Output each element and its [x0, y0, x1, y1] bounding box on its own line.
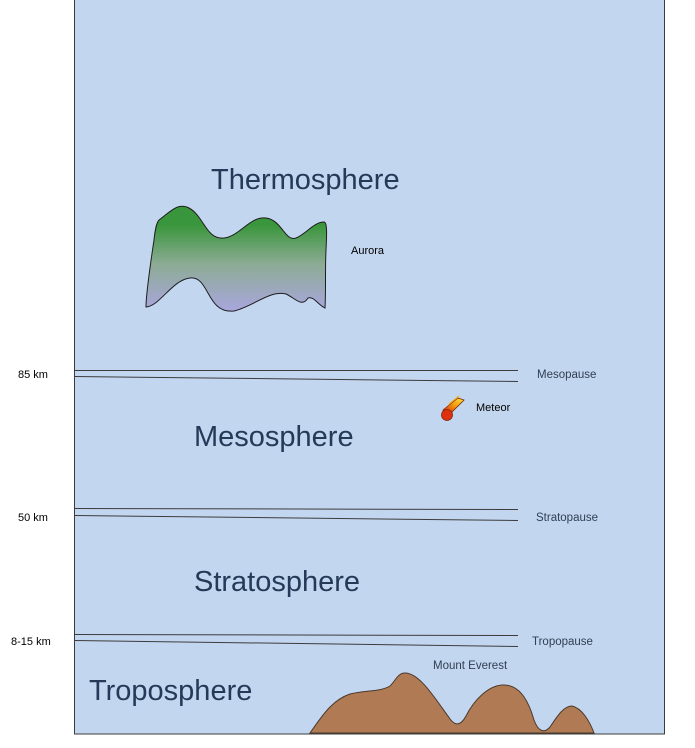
boundary-mesopause: Mesopause: [537, 369, 596, 381]
mountain-shape: [309, 672, 595, 734]
layer-stratosphere: Stratosphere: [194, 566, 360, 598]
meteor-label: Meteor: [476, 402, 511, 414]
stratopause-line: [74, 508, 519, 521]
layer-troposphere: Troposphere: [89, 675, 252, 707]
meteor-icon: [441, 395, 465, 421]
sky-panel: [74, 0, 665, 735]
tropopause-line: [74, 634, 519, 647]
aurora-shape: [145, 205, 328, 312]
altitude-tropopause: 8-15 km: [11, 636, 51, 648]
aurora-label: Aurora: [351, 245, 385, 257]
layer-thermosphere: Thermosphere: [211, 164, 400, 196]
boundary-tropopause: Tropopause: [532, 636, 593, 648]
mesopause-line: [74, 370, 519, 382]
altitude-mesopause: 85 km: [18, 369, 48, 381]
layer-mesosphere: Mesosphere: [194, 421, 354, 453]
mountain-label: Mount Everest: [433, 660, 508, 672]
boundary-stratopause: Stratopause: [536, 512, 598, 524]
altitude-stratopause: 50 km: [18, 512, 48, 524]
